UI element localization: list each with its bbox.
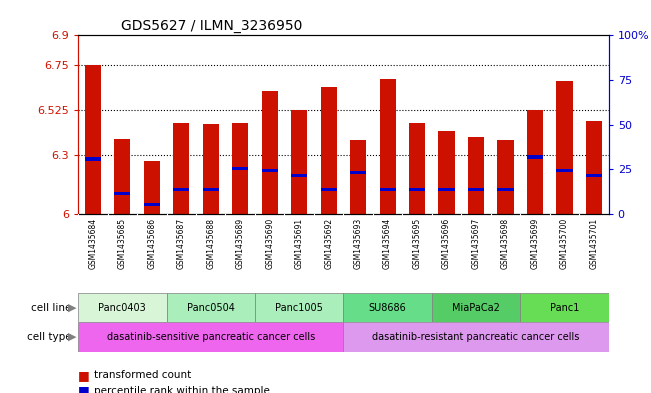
Bar: [78, 322, 344, 352]
Bar: [202, 124, 219, 214]
Bar: [232, 167, 248, 171]
Text: GSM1435690: GSM1435690: [265, 218, 274, 269]
Bar: [320, 188, 337, 191]
Bar: [527, 155, 543, 158]
Bar: [586, 121, 602, 214]
Text: GSM1435698: GSM1435698: [501, 218, 510, 269]
Bar: [114, 192, 130, 195]
Text: GSM1435699: GSM1435699: [531, 218, 540, 269]
Text: ■: ■: [78, 369, 90, 382]
Bar: [85, 157, 101, 161]
Bar: [320, 87, 337, 214]
Bar: [527, 110, 543, 214]
Bar: [497, 140, 514, 214]
Text: GSM1435700: GSM1435700: [560, 218, 569, 269]
Bar: [291, 110, 307, 214]
Text: GSM1435697: GSM1435697: [471, 218, 480, 269]
Bar: [167, 293, 255, 322]
Bar: [432, 293, 520, 322]
Text: transformed count: transformed count: [94, 370, 191, 380]
Bar: [114, 139, 130, 214]
Text: GSM1435693: GSM1435693: [353, 218, 363, 269]
Bar: [380, 79, 396, 214]
Text: GSM1435688: GSM1435688: [206, 218, 215, 269]
Text: MiaPaCa2: MiaPaCa2: [452, 303, 500, 312]
Bar: [232, 123, 248, 214]
Bar: [439, 188, 454, 191]
Text: GDS5627 / ILMN_3236950: GDS5627 / ILMN_3236950: [120, 19, 302, 33]
Bar: [409, 123, 425, 214]
Bar: [78, 293, 167, 322]
Bar: [468, 137, 484, 214]
Bar: [439, 131, 454, 214]
Bar: [586, 174, 602, 177]
Bar: [85, 65, 101, 214]
Text: Panc1: Panc1: [550, 303, 579, 312]
Bar: [173, 188, 189, 191]
Bar: [344, 293, 432, 322]
Bar: [291, 174, 307, 177]
Bar: [144, 161, 160, 214]
Bar: [262, 169, 278, 173]
Bar: [497, 188, 514, 191]
Text: GSM1435701: GSM1435701: [589, 218, 598, 269]
Bar: [144, 203, 160, 206]
Bar: [380, 188, 396, 191]
Bar: [520, 293, 609, 322]
Text: GSM1435684: GSM1435684: [89, 218, 98, 269]
Bar: [262, 91, 278, 214]
Bar: [344, 322, 609, 352]
Text: GSM1435692: GSM1435692: [324, 218, 333, 269]
Bar: [202, 188, 219, 191]
Text: ▶: ▶: [68, 332, 76, 342]
Text: ▶: ▶: [68, 303, 76, 312]
Text: dasatinib-resistant pancreatic cancer cells: dasatinib-resistant pancreatic cancer ce…: [372, 332, 580, 342]
Text: Panc1005: Panc1005: [275, 303, 323, 312]
Bar: [350, 140, 367, 214]
Bar: [255, 293, 344, 322]
Bar: [173, 123, 189, 214]
Text: Panc0403: Panc0403: [98, 303, 146, 312]
Text: GSM1435686: GSM1435686: [147, 218, 156, 269]
Text: Panc0504: Panc0504: [187, 303, 235, 312]
Text: cell type: cell type: [27, 332, 72, 342]
Bar: [557, 169, 573, 173]
Text: GSM1435685: GSM1435685: [118, 218, 127, 269]
Text: SU8686: SU8686: [368, 303, 406, 312]
Bar: [350, 171, 367, 174]
Text: GSM1435694: GSM1435694: [383, 218, 392, 269]
Text: GSM1435691: GSM1435691: [295, 218, 303, 269]
Bar: [468, 188, 484, 191]
Bar: [557, 81, 573, 214]
Text: percentile rank within the sample: percentile rank within the sample: [94, 386, 270, 393]
Text: GSM1435689: GSM1435689: [236, 218, 245, 269]
Bar: [409, 188, 425, 191]
Text: dasatinib-sensitive pancreatic cancer cells: dasatinib-sensitive pancreatic cancer ce…: [107, 332, 315, 342]
Text: GSM1435695: GSM1435695: [413, 218, 422, 269]
Text: GSM1435696: GSM1435696: [442, 218, 451, 269]
Text: cell line: cell line: [31, 303, 72, 312]
Text: GSM1435687: GSM1435687: [177, 218, 186, 269]
Text: ■: ■: [78, 384, 90, 393]
